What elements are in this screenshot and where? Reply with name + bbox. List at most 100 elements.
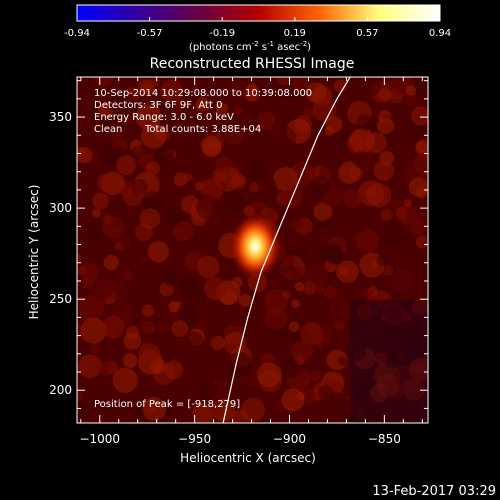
texture-speckle <box>112 219 123 230</box>
texture-dark-corner <box>350 300 428 423</box>
texture-speckle <box>323 285 337 299</box>
texture-speckle <box>339 215 352 229</box>
texture-speckle <box>184 292 203 312</box>
texture-speckle <box>79 262 99 282</box>
colorbar-tick-label: -0.19 <box>209 28 235 39</box>
texture-speckle <box>272 126 297 151</box>
texture-speckle <box>403 199 412 208</box>
texture-speckle <box>414 363 426 375</box>
texture-speckle <box>345 340 367 362</box>
colorbar-tick-label: 0.94 <box>429 28 451 39</box>
texture-speckle <box>382 265 394 276</box>
texture-speckle <box>380 208 393 221</box>
texture-speckle <box>112 367 138 394</box>
solar-limb-line <box>222 77 351 423</box>
texture-speckle <box>273 166 298 192</box>
colorbar-tick-label: 0.19 <box>284 28 306 39</box>
texture-speckle <box>325 181 347 202</box>
texture-speckle <box>96 281 110 295</box>
texture-speckle <box>385 354 400 369</box>
texture-speckle <box>281 358 301 379</box>
texture-speckle <box>344 189 363 209</box>
source-peak <box>229 212 282 281</box>
texture-speckle <box>172 220 194 242</box>
texture-speckle <box>376 117 394 135</box>
texture-speckle <box>373 160 394 181</box>
texture-speckle <box>142 82 154 94</box>
texture-speckle <box>221 119 246 144</box>
texture-speckle <box>300 322 324 346</box>
texture-speckle <box>179 331 205 357</box>
texture-speckle <box>224 191 247 214</box>
texture-speckle <box>209 401 224 417</box>
texture-speckle <box>291 219 303 231</box>
texture-speckle <box>215 156 233 174</box>
texture-speckle <box>321 342 331 353</box>
texture-speckle <box>281 388 305 412</box>
x-tick-label: −850 <box>368 432 401 446</box>
timestamp: 13-Feb-2017 03:29 <box>372 484 496 499</box>
texture-speckle <box>406 96 418 108</box>
texture-speckle <box>405 85 417 96</box>
texture-speckle <box>77 400 91 423</box>
texture-speckle <box>265 179 277 191</box>
colorbar-tick-label: -0.57 <box>137 28 163 39</box>
texture-speckle <box>245 114 256 124</box>
x-tick-label: −1000 <box>79 432 120 446</box>
texture-speckle <box>276 77 292 86</box>
texture-speckle <box>395 207 408 219</box>
texture-speckle <box>257 362 282 388</box>
texture-speckle <box>192 403 214 423</box>
texture-speckle <box>141 190 165 215</box>
texture-speckle <box>310 369 322 382</box>
texture-speckle <box>195 194 221 220</box>
texture-speckle <box>410 219 426 235</box>
y-axis-label: Heliocentric Y (arcsec) <box>27 185 41 320</box>
texture-speckle <box>233 107 243 117</box>
info-line-time: 10-Sep-2014 10:29:08.000 to 10:39:08.000 <box>94 88 312 99</box>
texture-speckle <box>355 229 379 254</box>
peak-position-text: Position of Peak = [-918,279] <box>94 399 240 410</box>
texture-speckle <box>376 255 388 267</box>
texture-speckle <box>92 192 109 210</box>
texture-speckle <box>413 152 428 176</box>
texture-speckle <box>356 224 365 233</box>
texture-speckle <box>141 320 155 334</box>
texture-speckle <box>101 315 125 339</box>
texture-speckle <box>329 297 351 319</box>
texture-speckle <box>383 223 407 248</box>
texture-speckle <box>402 378 425 401</box>
texture-speckle <box>227 78 248 99</box>
texture-speckle <box>145 161 160 176</box>
texture-speckle <box>336 260 359 283</box>
colorbar <box>76 4 441 22</box>
texture-speckle <box>204 276 228 301</box>
image-texture <box>77 77 428 423</box>
axis-ticks: −1000 −950 −900 −850 200 250 300 350 <box>49 77 428 446</box>
texture-speckle <box>366 183 392 208</box>
colorbar-tick-label: 0.57 <box>356 28 378 39</box>
texture-speckle <box>78 295 105 321</box>
texture-speckle <box>207 352 231 375</box>
texture-speckle <box>77 115 86 131</box>
texture-speckle <box>294 282 305 292</box>
info-line-clean: Clean <box>94 124 122 135</box>
texture-speckle <box>256 111 276 130</box>
texture-speckle <box>150 77 160 88</box>
texture-speckle <box>141 123 167 149</box>
info-line-energy: Energy Range: 3.0 - 6.0 keV <box>94 112 234 123</box>
texture-speckle <box>409 177 428 197</box>
texture-speckle <box>91 87 102 98</box>
texture-speckle <box>348 128 375 154</box>
texture-speckle <box>338 161 361 184</box>
texture-speckle <box>108 91 135 117</box>
texture-speckle <box>281 290 291 300</box>
texture-speckle <box>160 79 184 103</box>
texture-speckle <box>142 397 167 422</box>
texture-speckle <box>305 82 327 104</box>
y-tick-label: 350 <box>49 110 72 124</box>
texture-speckle <box>91 208 102 218</box>
texture-speckle <box>103 254 120 271</box>
texture-speckle <box>77 125 100 148</box>
texture-speckle <box>268 278 277 287</box>
